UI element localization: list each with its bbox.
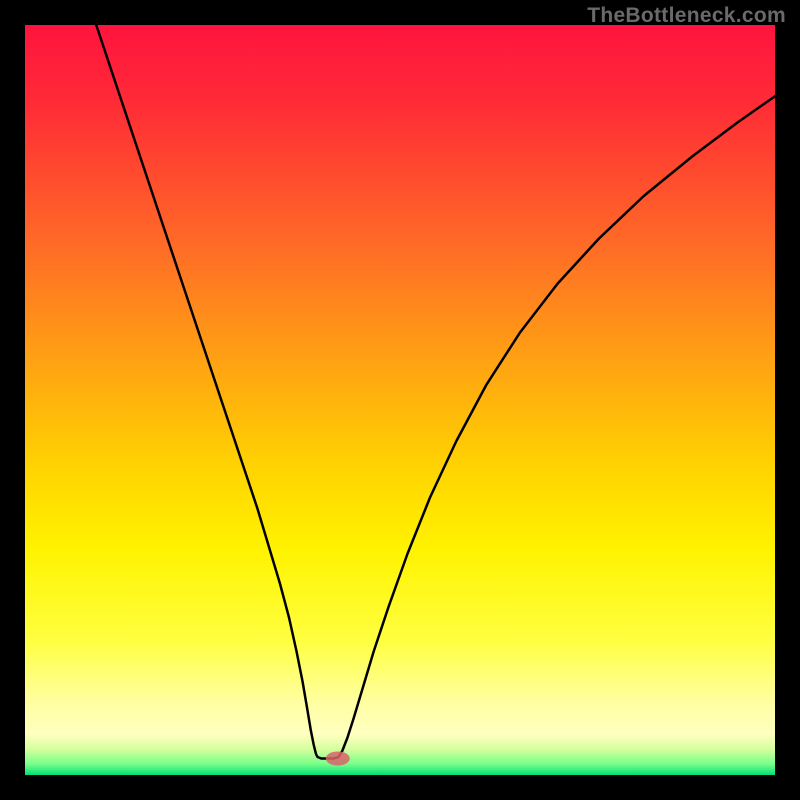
plot-background bbox=[25, 25, 775, 775]
chart-svg bbox=[25, 25, 775, 775]
chart-frame: TheBottleneck.com bbox=[0, 0, 800, 800]
minimum-marker bbox=[326, 752, 350, 766]
plot-area bbox=[25, 25, 775, 775]
